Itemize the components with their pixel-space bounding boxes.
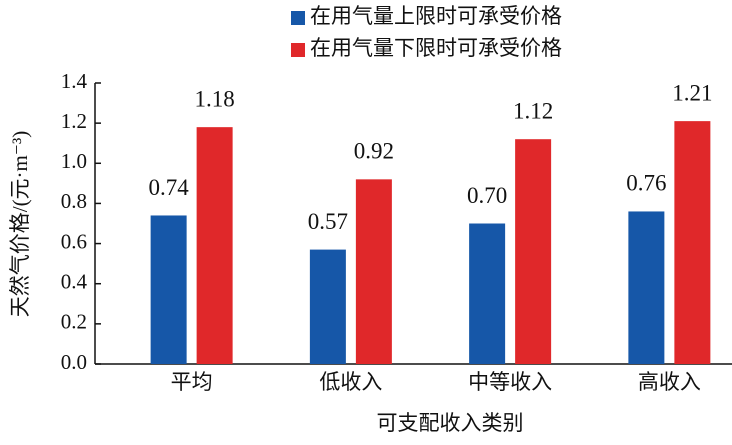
bar (355, 179, 392, 364)
x-axis-title: 可支配收入类别 (377, 411, 524, 435)
value-label: 1.21 (672, 80, 712, 105)
value-label: 0.57 (308, 209, 348, 234)
bar (628, 211, 665, 364)
y-axis-title: 天然气价格/(元·m⁻³) (8, 131, 32, 318)
bar (515, 139, 552, 364)
y-tick-label: 0.2 (61, 310, 87, 334)
value-label: 0.74 (149, 175, 190, 200)
legend-label: 在用气量上限时可承受价格 (310, 4, 562, 28)
value-label: 1.18 (195, 86, 235, 111)
y-tick-label: 0.6 (61, 229, 87, 253)
value-label: 0.76 (626, 171, 666, 196)
legend-swatch (291, 43, 305, 57)
y-tick-label: 0.8 (61, 189, 87, 213)
value-label: 0.92 (354, 139, 394, 164)
x-tick-label: 低收入 (319, 370, 382, 394)
legend-label: 在用气量下限时可承受价格 (310, 36, 562, 60)
legend-swatch (291, 11, 305, 25)
bar (469, 223, 506, 364)
x-tick-label: 中等收入 (468, 370, 552, 394)
bar (150, 215, 187, 364)
bar (674, 121, 711, 364)
x-tick-label: 高收入 (638, 370, 701, 394)
y-tick-label: 1.2 (61, 109, 87, 133)
bar (309, 249, 346, 364)
x-tick-label: 平均 (171, 370, 213, 394)
y-tick-label: 0.4 (61, 270, 88, 294)
value-label: 1.12 (513, 98, 553, 123)
y-tick-label: 1.0 (61, 149, 87, 173)
y-tick-label: 0.0 (61, 350, 87, 374)
bar (196, 127, 233, 365)
y-tick-label: 1.4 (61, 69, 88, 93)
value-label: 0.70 (467, 183, 507, 208)
